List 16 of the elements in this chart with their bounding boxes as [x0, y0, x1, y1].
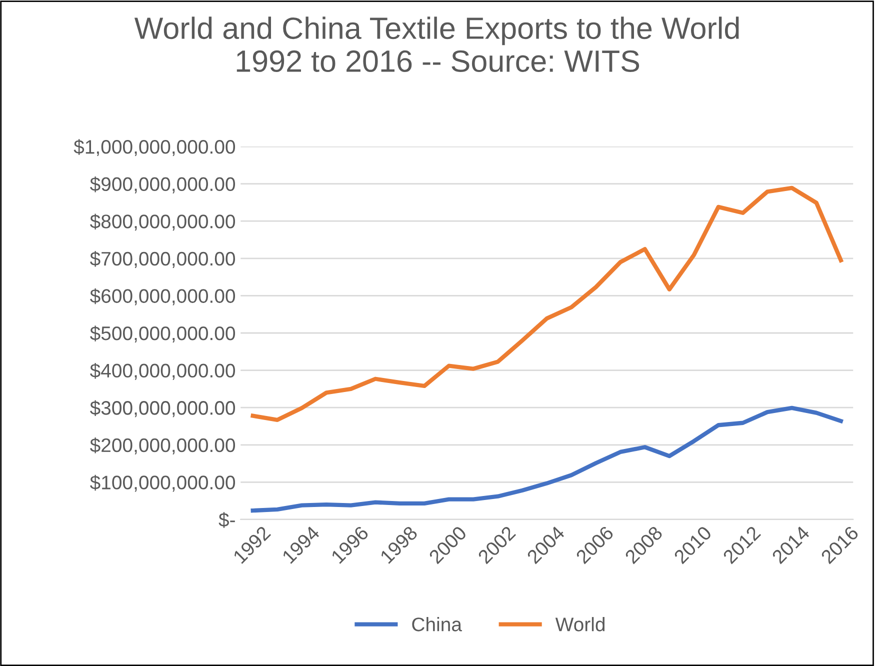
- y-tick-label: $100,000,000.00: [90, 474, 236, 492]
- line-series: [250, 406, 843, 513]
- y-tick-label: $500,000,000.00: [90, 326, 236, 343]
- y-tick-label: $200,000,000.00: [90, 438, 236, 454]
- y-tick-label: $800,000,000.00: [90, 214, 236, 231]
- y-tick-label: $600,000,000.00: [90, 288, 236, 306]
- legend-label: China: [412, 617, 462, 632]
- y-tick-label: $-: [218, 512, 235, 528]
- line-series: [250, 186, 843, 422]
- legend-label: World: [555, 617, 605, 632]
- y-tick-label: $700,000,000.00: [90, 251, 236, 268]
- y-tick-label: $400,000,000.00: [90, 362, 236, 380]
- y-tick-label: $300,000,000.00: [90, 400, 236, 418]
- y-tick-label: $1,000,000,000.00: [74, 139, 236, 156]
- chart-title: World and China Textile Exports to the World 1992 to 2016 -- Source: WITS: [134, 16, 739, 72]
- y-tick-label: $900,000,000.00: [90, 176, 236, 194]
